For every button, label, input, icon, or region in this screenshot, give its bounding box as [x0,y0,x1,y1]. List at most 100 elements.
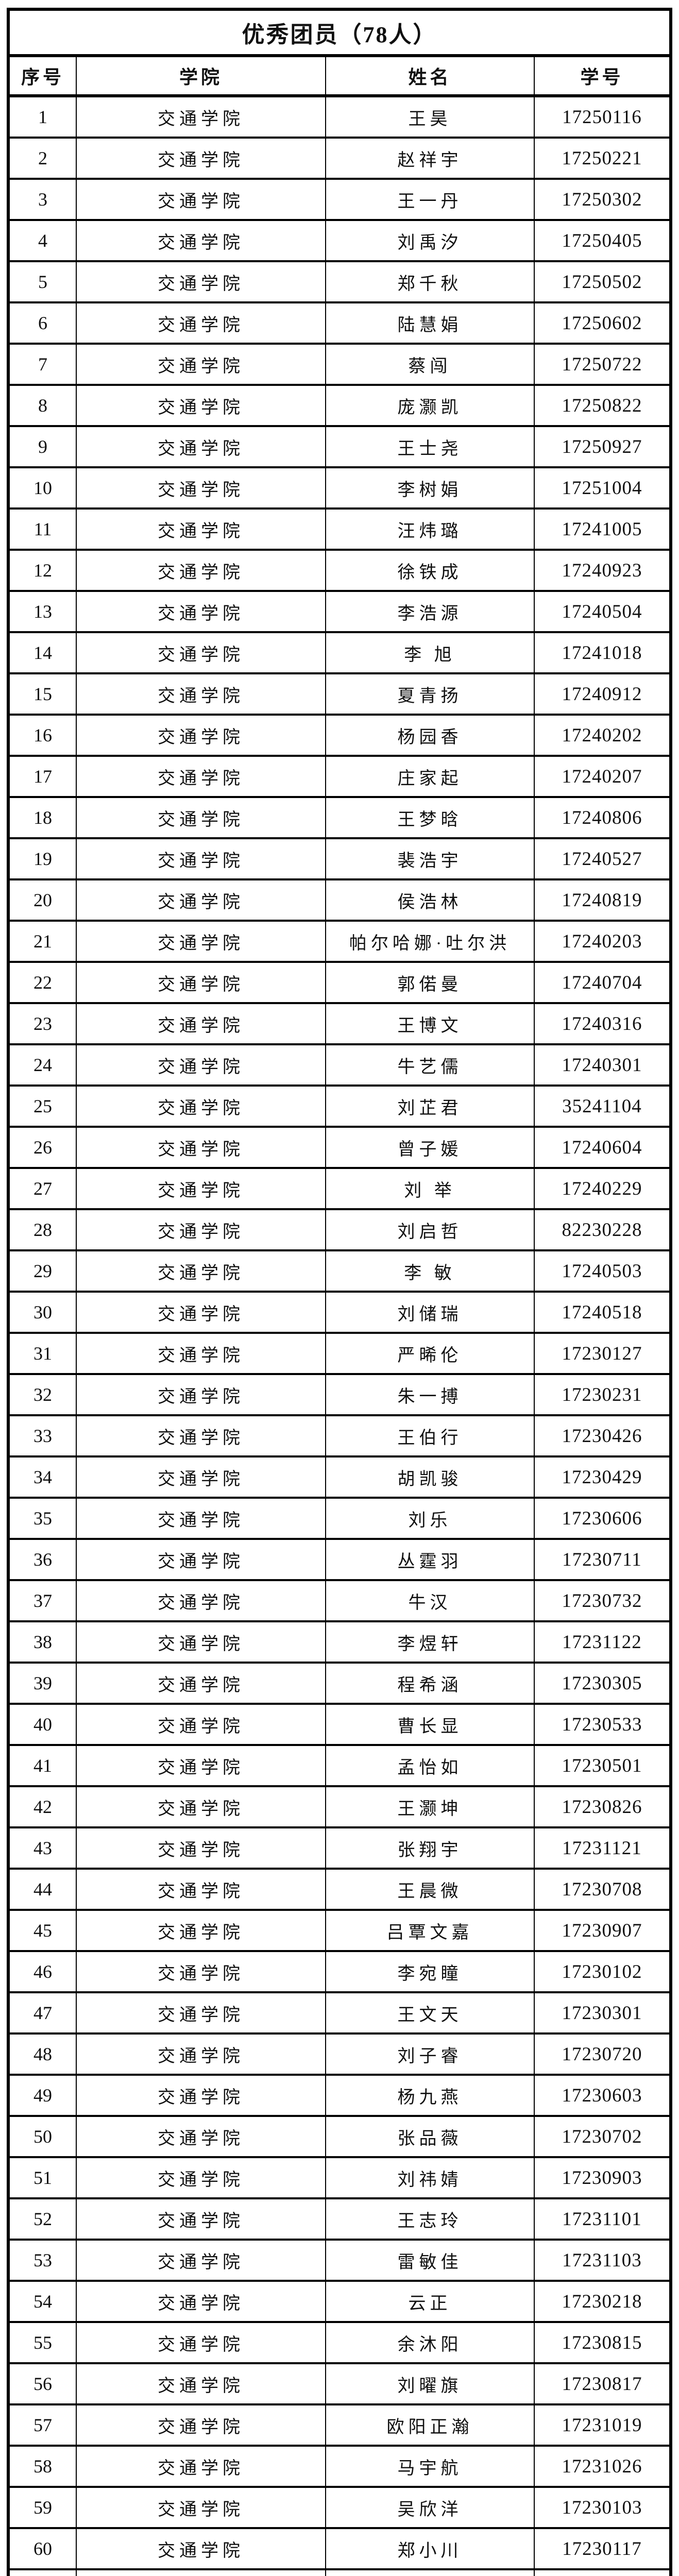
cell-student-id: 17230702 [534,2115,671,2158]
cell-name: 王博文 [325,1002,535,1045]
cell-index: 33 [8,1414,77,1458]
cell-college: 交通学院 [76,714,326,757]
cell-index: 60 [8,2527,77,2570]
cell-index: 43 [8,1826,77,1870]
cell-student-id: 17240504 [534,590,671,633]
cell-student-id: 17230720 [534,2032,671,2076]
table-row: 32 交通学院 朱一搏 17230231 [8,1373,671,1416]
cell-student-id: 17231122 [534,1620,671,1664]
cell-index: 41 [8,1744,77,1787]
cell-name: 蔡闯 [325,343,535,386]
cell-college: 交通学院 [76,1826,326,1870]
cell-name: 马宇航 [325,2445,535,2488]
cell-index: 32 [8,1373,77,1416]
cell-index: 55 [8,2321,77,2364]
cell-index: 9 [8,425,77,468]
cell-student-id: 17230903 [534,2156,671,2199]
cell-index: 61 [8,2568,77,2576]
cell-name: 严晞伦 [325,1332,535,1375]
cell-student-id: 17230103 [534,2486,671,2529]
cell-student-id: 17250927 [534,425,671,468]
cell-student-id: 17230732 [534,1579,671,1622]
cell-name: 曾子媛 [325,1126,535,1169]
cell-name: 郑小川 [325,2527,535,2570]
cell-college: 交通学院 [76,2239,326,2282]
table-row: 22 交通学院 郭偌曼 17240704 [8,961,671,1004]
cell-name: 刘子睿 [325,2032,535,2076]
cell-name: 程希涵 [325,1662,535,1705]
cell-name: 张翔宇 [325,1826,535,1870]
cell-index: 49 [8,2074,77,2117]
cell-name: 庞灏凯 [325,384,535,427]
table-row: 17 交通学院 庄家起 17240207 [8,755,671,798]
cell-student-id: 17240518 [534,1291,671,1334]
cell-name: 刘曜旗 [325,2362,535,2405]
cell-student-id: 82230228 [534,1208,671,1251]
cell-name: 王伯行 [325,1414,535,1458]
cell-index: 53 [8,2239,77,2282]
cell-name: 孟怡如 [325,1744,535,1787]
table-row: 57 交通学院 欧阳正瀚 17231019 [8,2403,671,2447]
cell-college: 交通学院 [76,2280,326,2323]
cell-name: 裴浩宇 [325,837,535,880]
table-row: 2 交通学院 赵祥宇 17250221 [8,137,671,180]
title-row: 优秀团员（78人） [8,8,671,57]
cell-student-id: 17230533 [534,1703,671,1746]
table-row: 29 交通学院李 敏 17240503 [8,1249,671,1293]
table-row: 4 交通学院 刘禹汐 17250405 [8,219,671,262]
cell-index: 3 [8,178,77,221]
cell-student-id: 17230102 [534,1950,671,1993]
cell-student-id: 17230429 [534,1455,671,1499]
cell-index: 13 [8,590,77,633]
cell-index: 42 [8,1785,77,1828]
cell-student-id: 17240202 [534,714,671,757]
table-row: 13 交通学院 李浩源 17240504 [8,590,671,633]
cell-student-id: 17231103 [534,2239,671,2282]
members-table: 优秀团员（78人） 序号 学院 姓名 学号 1 交通学院 王昊 17250116 2 交通… [7,8,672,2576]
cell-name: 欧阳正瀚 [325,2403,535,2447]
table-row: 53 交通学院 雷敏佳 17231103 [8,2239,671,2282]
cell-index: 17 [8,755,77,798]
cell-student-id: 17230127 [534,1332,671,1375]
cell-student-id: 17240912 [534,672,671,716]
cell-college: 交通学院 [76,837,326,880]
cell-college: 交通学院 [76,1744,326,1787]
table-row: 23 交通学院 王博文 17240316 [8,1002,671,1045]
cell-name: 云正 [325,2280,535,2323]
cell-student-id: 17240806 [534,796,671,839]
table-row: 42 交通学院 王灏坤 17230826 [8,1785,671,1828]
cell-student-id: 17250602 [534,301,671,345]
cell-college: 交通学院 [76,2527,326,2570]
header-row: 序号 学院 姓名 学号 [8,55,671,97]
table-row: 50 交通学院 张品薇 17230702 [8,2115,671,2158]
cell-college: 交通学院 [76,2568,326,2576]
cell-name: 杨园香 [325,714,535,757]
table-row: 37 交通学院 牛汉 17230732 [8,1579,671,1622]
cell-student-id: 17241018 [534,631,671,674]
table-row: 3 交通学院 王一丹 17250302 [8,178,671,221]
cell-college: 交通学院 [76,549,326,592]
cell-college: 交通学院 [76,2197,326,2241]
cell-college: 交通学院 [76,2403,326,2447]
cell-name: 刘乐 [325,1497,535,1540]
cell-index: 8 [8,384,77,427]
table-row: 15 交通学院 夏青扬 17240912 [8,672,671,716]
cell-college: 交通学院 [76,507,326,551]
table-row: 30 交通学院 刘储瑞 17240518 [8,1291,671,1334]
table-row: 56 交通学院 刘曜旗 17230817 [8,2362,671,2405]
cell-college: 交通学院 [76,1043,326,1087]
cell-college: 交通学院 [76,755,326,798]
cell-index: 1 [8,95,77,139]
table-row: 31 交通学院 严晞伦 17230127 [8,1332,671,1375]
table-row: 38 交通学院 李煜轩 17231122 [8,1620,671,1664]
cell-name: 吴欣洋 [325,2486,535,2529]
cell-college: 交通学院 [76,466,326,510]
cell-student-id: 17250221 [534,137,671,180]
cell-name: 侯浩林 [325,878,535,922]
column-header-name: 姓名 [325,55,535,97]
cell-index: 46 [8,1950,77,1993]
cell-name: 刘储瑞 [325,1291,535,1334]
cell-name: 王昊 [325,95,535,139]
cell-index: 29 [8,1249,77,1293]
